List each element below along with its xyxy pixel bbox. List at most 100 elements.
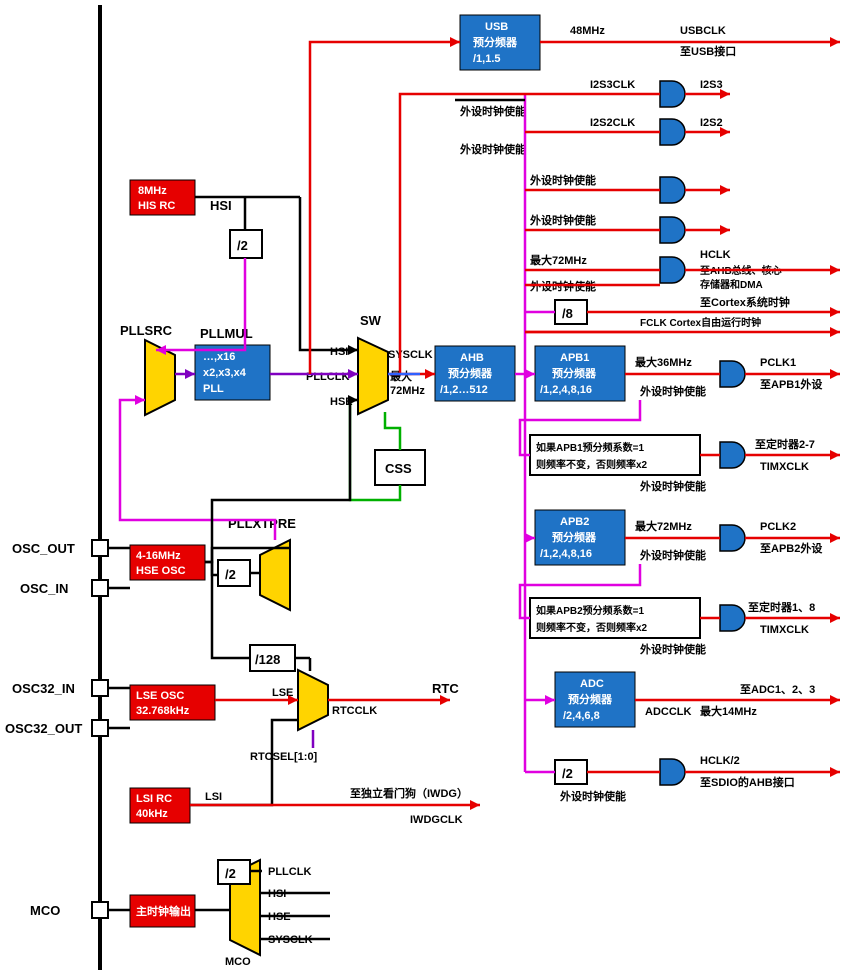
lse-osc: LSE OSC 32.768kHz xyxy=(130,685,215,720)
svg-text:则频率不变，否则频率x2: 则频率不变，否则频率x2 xyxy=(536,621,648,634)
svg-text:最大72MHz: 最大72MHz xyxy=(530,253,587,267)
svg-text:预分频器: 预分频器 xyxy=(448,366,493,380)
apb2-prescaler: APB2 预分频器 /1,2,4,8,16 xyxy=(535,510,625,565)
svg-text:外设时钟使能: 外设时钟使能 xyxy=(639,548,706,562)
hse-osc: 4-16MHz HSE OSC xyxy=(130,545,205,580)
rtc-mux xyxy=(298,670,328,730)
wiring xyxy=(108,37,840,939)
lsi-osc: LSI RC 40kHz xyxy=(130,788,190,823)
svg-text:外设时钟使能: 外设时钟使能 xyxy=(559,789,626,803)
svg-text:至ADC1、2、3: 至ADC1、2、3 xyxy=(740,683,815,696)
svg-text:/2,4,6,8: /2,4,6,8 xyxy=(563,710,600,722)
sw-label: SW xyxy=(360,313,382,328)
svg-text:PCLK2: PCLK2 xyxy=(760,521,796,533)
mco-block: 主时钟输出 /2 PLLCLK HSI HSE SYSCLK MCO xyxy=(130,860,313,968)
hsi-div2-label: /2 xyxy=(237,238,248,253)
pll-box: …,x16 x2,x3,x4 PLL xyxy=(195,345,270,400)
apb1-prescaler: APB1 预分频器 /1,2,4,8,16 xyxy=(535,346,625,401)
svg-text:MCO: MCO xyxy=(225,956,251,968)
svg-text:外设时钟使能: 外设时钟使能 xyxy=(639,642,706,656)
svg-text:预分频器: 预分频器 xyxy=(552,366,597,380)
svg-text:OSC32_OUT: OSC32_OUT xyxy=(5,721,82,736)
css-label: CSS xyxy=(385,461,412,476)
usb-prescaler: USB 预分频器 /1,1.5 xyxy=(460,15,540,70)
svg-text:MCO: MCO xyxy=(30,903,60,918)
svg-text:I2S3CLK: I2S3CLK xyxy=(590,79,635,91)
svg-text:PLLCLK: PLLCLK xyxy=(268,866,311,878)
svg-text:32.768kHz: 32.768kHz xyxy=(136,705,190,717)
svg-text:RTC: RTC xyxy=(432,681,459,696)
svg-text:PLL: PLL xyxy=(203,383,224,395)
svg-text:48MHz: 48MHz xyxy=(570,25,605,37)
hsi-label: HSI xyxy=(210,198,232,213)
svg-text:至APB2外设: 至APB2外设 xyxy=(760,541,823,555)
div128-label: /128 xyxy=(255,652,280,667)
sw-hsi-label: HSI xyxy=(330,346,348,358)
svg-text:HCLK/2: HCLK/2 xyxy=(700,755,740,767)
svg-text:主时钟输出: 主时钟输出 xyxy=(136,904,191,918)
svg-text:I2S3: I2S3 xyxy=(700,79,723,91)
svg-text:4-16MHz: 4-16MHz xyxy=(136,550,181,562)
svg-text:则频率不变，否则频率x2: 则频率不变，否则频率x2 xyxy=(536,458,648,471)
svg-text:ADC: ADC xyxy=(580,678,604,690)
svg-text:APB1: APB1 xyxy=(560,352,589,364)
svg-text:OSC32_IN: OSC32_IN xyxy=(12,681,75,696)
svg-text:至独立看门狗（IWDG）: 至独立看门狗（IWDG） xyxy=(350,786,468,800)
svg-text:预分频器: 预分频器 xyxy=(568,692,613,706)
svg-text:预分频器: 预分频器 xyxy=(552,530,597,544)
svg-text:最大36MHz: 最大36MHz xyxy=(635,355,692,369)
svg-text:/2: /2 xyxy=(225,866,236,881)
svg-text:最大72MHz: 最大72MHz xyxy=(635,519,692,533)
svg-text:至定时器1、8: 至定时器1、8 xyxy=(748,600,815,614)
svg-text:/1,1.5: /1,1.5 xyxy=(473,53,501,65)
hse-div2-label: /2 xyxy=(225,567,236,582)
svg-text:存储器和DMA: 存储器和DMA xyxy=(700,278,763,291)
adc-prescaler: ADC 预分频器 /2,4,6,8 xyxy=(555,672,635,727)
sdio-div2-label: /2 xyxy=(562,766,573,781)
svg-text:最大14MHz: 最大14MHz xyxy=(700,704,757,718)
svg-text:外设时钟使能: 外设时钟使能 xyxy=(529,213,596,227)
hsi-osc: 8MHz HIS RC xyxy=(130,180,195,215)
apb1-tim-note: 如果APB1预分频系数=1 则频率不变，否则频率x2 xyxy=(530,435,700,475)
svg-text:至SDIO的AHB接口: 至SDIO的AHB接口 xyxy=(700,775,795,789)
svg-text:外设时钟使能: 外设时钟使能 xyxy=(459,142,526,156)
svg-text:/1,2,4,8,16: /1,2,4,8,16 xyxy=(540,384,592,396)
pins: OSC_OUT OSC_IN OSC32_IN OSC32_OUT MCO xyxy=(5,540,108,918)
svg-text:8MHz: 8MHz xyxy=(138,185,167,197)
svg-text:IWDGCLK: IWDGCLK xyxy=(410,814,463,826)
svg-text:PCLK1: PCLK1 xyxy=(760,357,796,369)
sysclk-label: SYSCLK xyxy=(388,349,433,361)
sw-max-label2: 72MHz xyxy=(390,385,425,397)
svg-text:USBCLK: USBCLK xyxy=(680,25,726,37)
svg-text:x2,x3,x4: x2,x3,x4 xyxy=(203,367,247,379)
svg-text:外设时钟使能: 外设时钟使能 xyxy=(639,384,706,398)
div8-label: /8 xyxy=(562,306,573,321)
sw-mux xyxy=(358,338,388,414)
lsi-label: LSI xyxy=(205,791,222,803)
pllsrc-label: PLLSRC xyxy=(120,323,173,338)
svg-text:TIMXCLK: TIMXCLK xyxy=(760,461,809,473)
svg-text:外设时钟使能: 外设时钟使能 xyxy=(459,104,526,118)
svg-text:OSC_OUT: OSC_OUT xyxy=(12,541,75,556)
ahb-prescaler: AHB 预分频器 /1,2…512 xyxy=(435,346,515,401)
svg-text:/1,2…512: /1,2…512 xyxy=(440,384,488,396)
pllxtpre-label: PLLXTPRE xyxy=(228,516,296,531)
svg-text:至Cortex系统时钟: 至Cortex系统时钟 xyxy=(700,295,790,309)
svg-text:HIS RC: HIS RC xyxy=(138,200,175,212)
svg-text:HCLK: HCLK xyxy=(700,249,731,261)
svg-text:I2S2: I2S2 xyxy=(700,117,723,129)
pllxtpre-mux xyxy=(260,540,290,610)
svg-text:AHB: AHB xyxy=(460,352,484,364)
svg-text:FCLK Cortex自由运行时钟: FCLK Cortex自由运行时钟 xyxy=(640,316,761,329)
svg-text:外设时钟使能: 外设时钟使能 xyxy=(529,173,596,187)
svg-text:外设时钟使能: 外设时钟使能 xyxy=(639,479,706,493)
svg-text:如果APB2预分频系数=1: 如果APB2预分频系数=1 xyxy=(536,604,645,617)
svg-text:至定时器2-7: 至定时器2-7 xyxy=(755,437,815,451)
svg-text:ADCCLK: ADCCLK xyxy=(645,706,691,718)
svg-text:APB2: APB2 xyxy=(560,516,589,528)
svg-text:LSE OSC: LSE OSC xyxy=(136,690,184,702)
svg-text:/1,2,4,8,16: /1,2,4,8,16 xyxy=(540,548,592,560)
svg-text:至USB接口: 至USB接口 xyxy=(680,44,736,58)
svg-text:TIMXCLK: TIMXCLK xyxy=(760,624,809,636)
svg-text:预分频器: 预分频器 xyxy=(473,35,518,49)
